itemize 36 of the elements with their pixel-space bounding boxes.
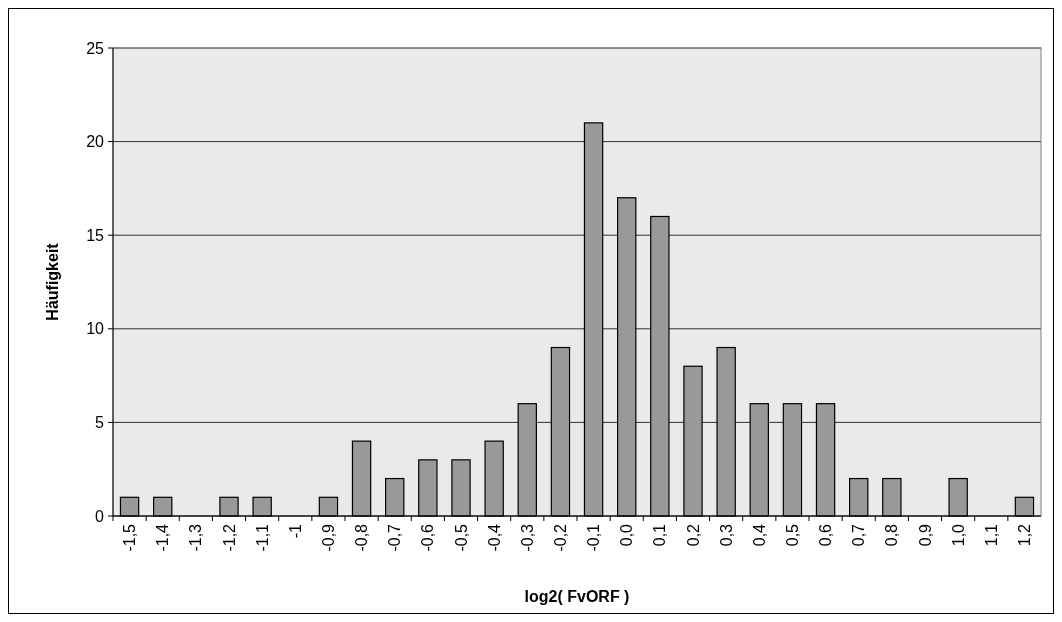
x-tick-label: 1,1	[982, 523, 1000, 547]
x-tick-label: -0,6	[419, 523, 437, 552]
x-tick-label: 0,3	[717, 523, 735, 547]
y-axis-title: Häufigkeit	[44, 242, 61, 321]
x-tick-label: -0,3	[518, 523, 536, 552]
x-tick-label: -1,3	[187, 523, 205, 552]
y-tick-label: 25	[86, 39, 105, 57]
y-tick-label: 0	[95, 507, 105, 525]
x-tick-label: -0,2	[552, 523, 570, 552]
y-tick-label: 15	[86, 226, 105, 244]
x-tick-label: -1	[286, 523, 304, 539]
y-tick-label: 20	[86, 133, 105, 151]
x-tick-label: -0,7	[386, 523, 404, 552]
y-tick-label: 5	[95, 414, 105, 431]
x-tick-label: -0,1	[585, 523, 603, 552]
x-tick-label: -0,5	[452, 523, 470, 552]
x-tick-label: 0,9	[916, 523, 934, 547]
x-tick-label: 0,6	[817, 523, 835, 547]
y-tick-label: 10	[86, 320, 105, 338]
x-tick-label: 1,0	[949, 523, 967, 547]
x-tick-label: 0,7	[850, 523, 868, 547]
x-tick-label: -0,8	[353, 523, 371, 552]
x-tick-label: -1,1	[253, 523, 271, 552]
x-tick-label: -0,9	[320, 523, 338, 552]
x-tick-label: -1,4	[154, 523, 172, 552]
x-tick-label: 1,2	[1016, 523, 1034, 547]
x-tick-label: 0,5	[784, 523, 802, 547]
x-tick-label: 0,4	[750, 523, 768, 547]
x-tick-label: -0,4	[485, 523, 503, 552]
x-tick-label: 0,2	[684, 523, 702, 547]
x-tick-label: -1,2	[220, 523, 238, 552]
x-axis-title: log2( FvORF )	[524, 588, 630, 605]
x-tick-label: 0,1	[651, 523, 669, 547]
x-tick-label: -1,5	[121, 523, 139, 552]
x-tick-label: 0,0	[618, 523, 636, 547]
x-tick-label: 0,8	[883, 523, 901, 547]
